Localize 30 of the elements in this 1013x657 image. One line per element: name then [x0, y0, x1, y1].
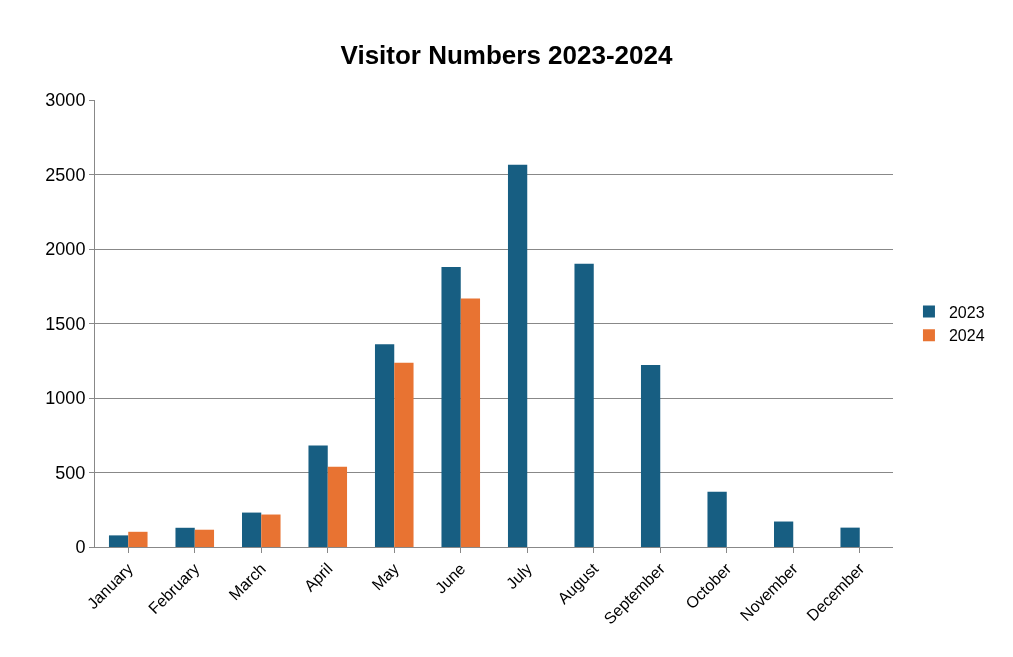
- bar: [128, 531, 148, 547]
- y-tick-label: 2000: [45, 239, 86, 260]
- y-tick-label: 3000: [45, 90, 86, 111]
- bar: [327, 466, 348, 547]
- legend-label: 2023: [948, 303, 985, 321]
- x-tick-label: July: [502, 559, 536, 593]
- y-tick-label: 2500: [45, 164, 86, 185]
- y-tick-label: 1500: [45, 313, 86, 334]
- bar: [108, 535, 129, 547]
- legend-label: 2024: [948, 327, 985, 345]
- x-tick-label: May: [368, 559, 403, 594]
- bar: [441, 266, 461, 547]
- bar: [194, 529, 215, 547]
- y-tick-label: 500: [55, 462, 86, 483]
- bar: [640, 365, 661, 547]
- bar: [394, 362, 414, 547]
- bar: [241, 512, 262, 547]
- y-tick-label: 0: [75, 537, 86, 558]
- bar: [460, 298, 481, 547]
- bar: [374, 344, 395, 547]
- bar: [574, 263, 594, 547]
- bar: [773, 521, 794, 547]
- chart-title: Visitor Numbers 2023-2024: [340, 40, 673, 71]
- bar: [507, 164, 528, 547]
- bar: [308, 445, 328, 547]
- bar: [840, 527, 860, 547]
- y-tick-label: 1000: [45, 388, 86, 409]
- bar: [261, 514, 281, 547]
- bar: [707, 491, 727, 547]
- bar: [175, 527, 195, 547]
